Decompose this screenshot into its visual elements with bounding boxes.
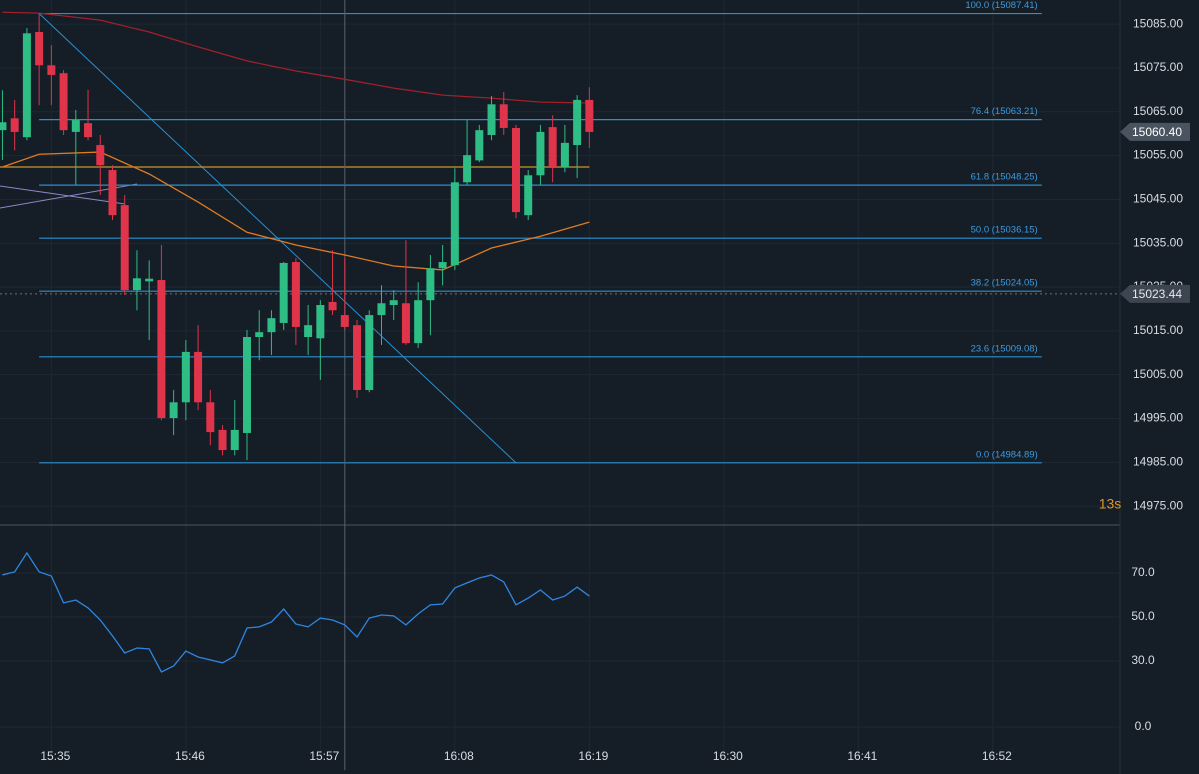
fib-label: 76.4 (15063.21) <box>971 106 1038 117</box>
rsi-tick-label: 30.0 <box>1131 653 1155 667</box>
x-tick-label: 16:08 <box>444 749 474 763</box>
candle-body <box>291 262 300 327</box>
fib-label: 0.0 (14984.89) <box>976 449 1038 460</box>
candle-body <box>84 123 93 138</box>
candle-body <box>365 315 374 391</box>
candle-body <box>230 429 239 451</box>
candle-body <box>169 402 178 419</box>
candle-body <box>487 104 496 135</box>
candle-body <box>71 120 80 132</box>
candle-body <box>511 127 520 213</box>
candle-body <box>218 429 227 451</box>
fib-label: 100.0 (15087.41) <box>965 0 1037 11</box>
candle-body <box>377 303 386 316</box>
x-tick-label: 15:57 <box>309 749 339 763</box>
y-tick-label: 15045.00 <box>1133 192 1183 206</box>
y-tick-label: 14995.00 <box>1133 411 1183 425</box>
candle-body <box>47 65 56 75</box>
candle-body <box>255 332 264 337</box>
y-tick-label: 14985.00 <box>1133 455 1183 469</box>
candle-body <box>536 131 545 176</box>
candle-body <box>108 170 117 216</box>
y-tick-label: 15085.00 <box>1133 16 1183 30</box>
candle-body <box>573 99 582 146</box>
candle-body <box>585 99 594 132</box>
rsi-tick-label: 50.0 <box>1131 609 1155 623</box>
candle-body <box>340 315 349 327</box>
candle-body <box>132 278 141 291</box>
rsi-tick-label: 0.0 <box>1135 719 1152 733</box>
candle-body <box>353 325 362 391</box>
candle-body <box>145 278 154 282</box>
candle-body <box>463 155 472 183</box>
y-tick-label: 15005.00 <box>1133 367 1183 381</box>
candle-body <box>548 127 557 167</box>
candle-body <box>499 104 508 128</box>
candle-body <box>22 33 31 138</box>
x-tick-label: 16:41 <box>847 749 877 763</box>
candle-body <box>59 73 68 131</box>
candle-body <box>524 175 533 216</box>
candle-body <box>438 262 447 269</box>
candle-body <box>35 31 44 66</box>
current-price-box <box>1120 122 1190 141</box>
drawing-line <box>0 185 126 205</box>
fib-label: 61.8 (15048.25) <box>971 172 1038 183</box>
crosshair-price-box <box>1120 284 1190 303</box>
candle-body <box>181 351 190 403</box>
candle-body <box>96 145 105 166</box>
candle-body <box>10 118 19 132</box>
rsi-tick-label: 70.0 <box>1131 565 1155 579</box>
y-tick-label: 15065.00 <box>1133 104 1183 118</box>
candle-body <box>426 268 435 301</box>
x-tick-label: 16:52 <box>982 749 1012 763</box>
y-tick-label: 14975.00 <box>1133 498 1183 512</box>
y-tick-label: 15055.00 <box>1133 148 1183 162</box>
candle-body <box>450 182 459 266</box>
countdown: 13s <box>1099 496 1122 512</box>
candle-body <box>120 205 129 291</box>
candle-body <box>401 303 410 344</box>
candle-body <box>304 325 313 337</box>
current-price-label: 15060.40 <box>1132 125 1182 139</box>
candle-body <box>267 318 276 333</box>
candle-body <box>560 142 569 167</box>
candle-body <box>206 402 215 433</box>
crosshair-price-label: 15023.44 <box>1132 287 1182 301</box>
candle-body <box>242 336 251 433</box>
candle-body <box>389 300 398 306</box>
candle-body <box>194 351 203 403</box>
trendline <box>38 13 517 464</box>
fib-label: 50.0 (15036.15) <box>971 225 1038 236</box>
x-tick-label: 16:30 <box>713 749 743 763</box>
fib-label: 23.6 (15009.08) <box>971 343 1038 354</box>
y-tick-label: 15075.00 <box>1133 60 1183 74</box>
x-tick-label: 15:35 <box>40 749 70 763</box>
candle-body <box>328 301 337 311</box>
candle-body <box>316 305 325 339</box>
y-tick-label: 15015.00 <box>1133 323 1183 337</box>
candle-body <box>475 130 484 161</box>
y-tick-label: 15035.00 <box>1133 235 1183 249</box>
candle-body <box>414 300 423 344</box>
fib-label: 38.2 (15024.05) <box>971 278 1038 289</box>
candle-body <box>157 280 166 419</box>
x-tick-label: 16:19 <box>578 749 608 763</box>
candle-body <box>0 122 7 131</box>
rsi-line <box>2 551 590 673</box>
candle-body <box>279 262 288 323</box>
x-tick-label: 15:46 <box>175 749 205 763</box>
